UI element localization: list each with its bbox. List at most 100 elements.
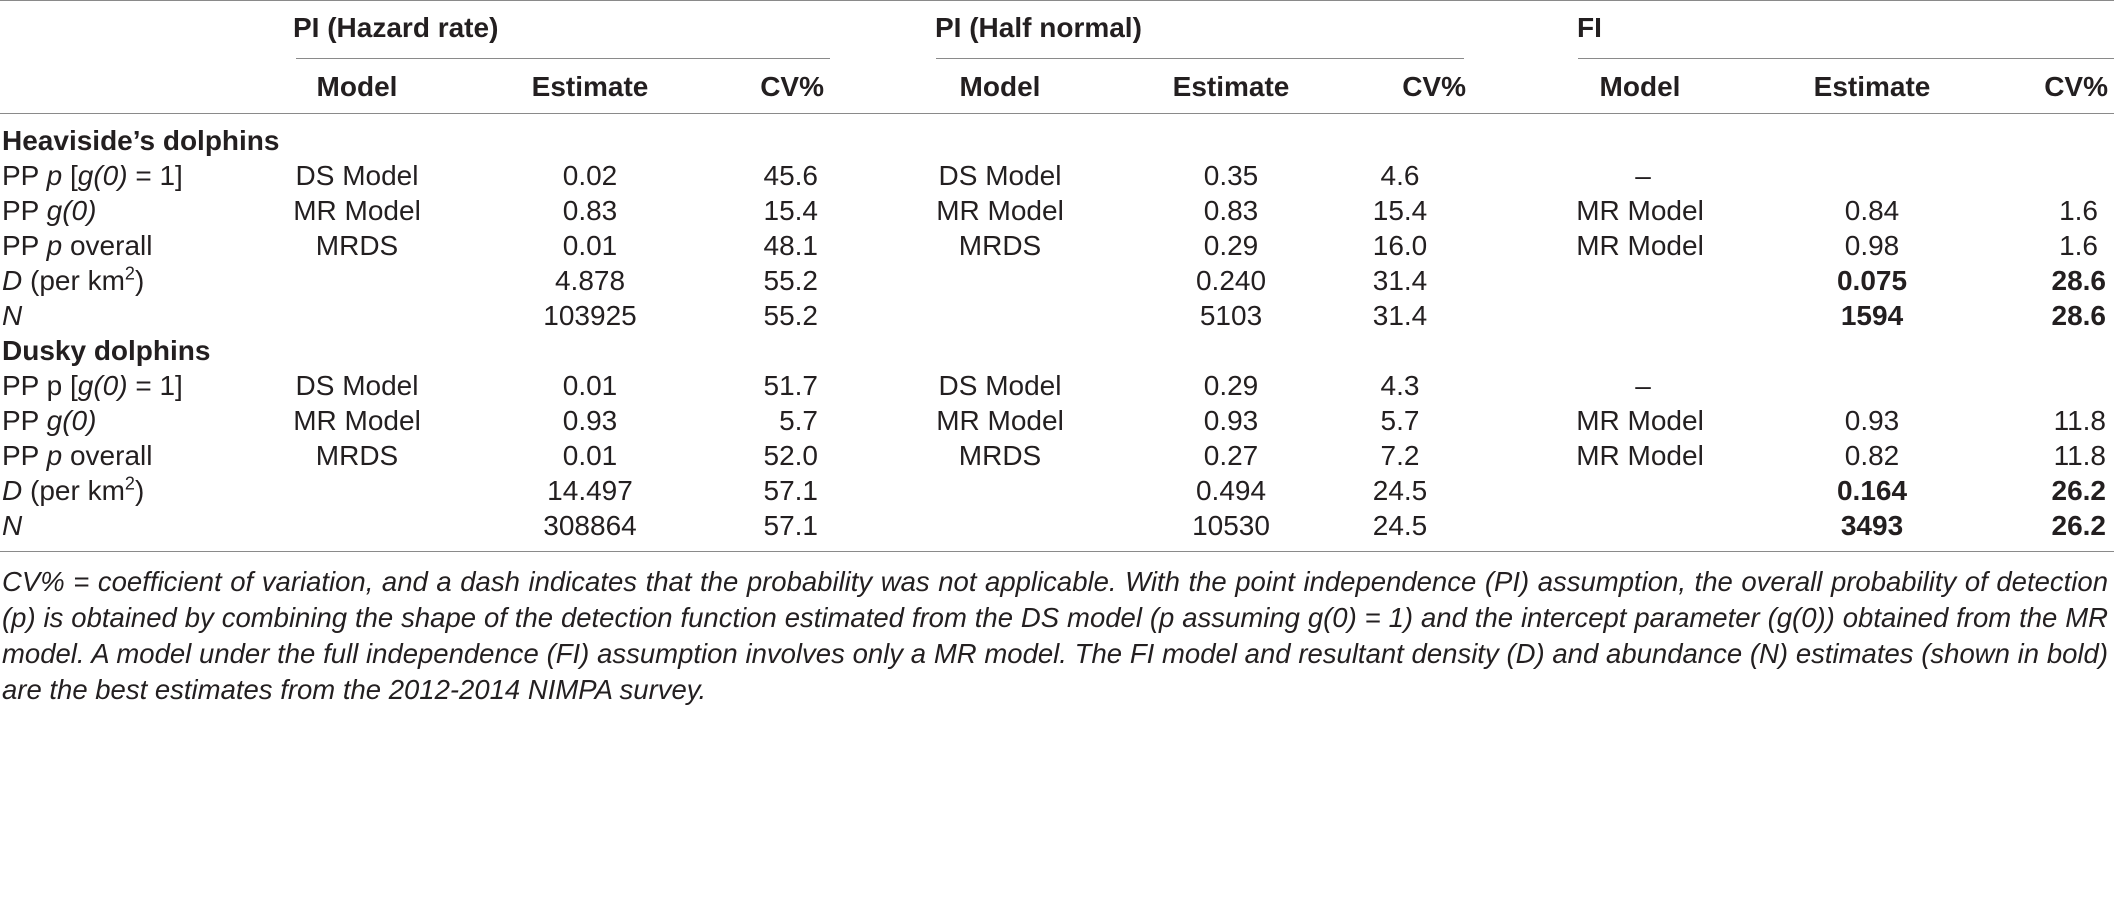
group-header-pi-hazard: PI (Hazard rate) [293, 12, 499, 43]
cell-cv: 57.1 [763, 475, 819, 506]
cell-cv: 52.0 [763, 440, 819, 471]
cell-estimate-best: 0.164 [1836, 475, 1908, 506]
cell-estimate-best: 1594 [1840, 300, 1904, 331]
group-underline-pi-half [936, 58, 1464, 59]
cell-cv-best: 28.6 [2051, 300, 2107, 331]
cell-estimate: 0.84 [1844, 195, 1900, 226]
cell-cv: 48.1 [763, 230, 819, 261]
row-label: PP g(0) [2, 405, 97, 436]
cell-cv: 51.7 [763, 370, 819, 401]
cell-cv: 55.2 [763, 300, 819, 331]
cell-model: MR Model [1576, 230, 1704, 261]
cell-cv: 4.6 [1380, 160, 1420, 191]
cell-model: MR Model [293, 405, 421, 436]
group-header-pi-half: PI (Half normal) [935, 12, 1142, 43]
cell-estimate: 0.01 [562, 230, 618, 261]
cell-estimate: 0.83 [562, 195, 618, 226]
cell-cv: 1.6 [2059, 195, 2098, 226]
cell-estimate: 0.01 [562, 440, 618, 471]
cell-cv: 15.4 [1372, 195, 1428, 226]
cell-estimate-best: 3493 [1840, 510, 1904, 541]
cell-model: MR Model [936, 405, 1064, 436]
col-header-estimate-3: Estimate [1813, 71, 1931, 102]
row-label: D (per km2) [2, 473, 145, 506]
cell-cv: 15.4 [763, 195, 819, 226]
row-label: PP g(0) [2, 195, 97, 226]
row-label: PP p overall [2, 230, 153, 261]
col-header-model-3: Model [1599, 71, 1681, 102]
row-label: D (per km2) [2, 263, 145, 296]
table-footnote: CV% = coefficient of variation, and a da… [2, 566, 2108, 705]
cell-estimate: 0.93 [562, 405, 618, 436]
cell-model: MRDS [958, 230, 1042, 261]
cell-cv: 24.5 [1372, 475, 1428, 506]
cell-model: MR Model [1576, 195, 1704, 226]
row-label: PP p [g(0) = 1] [2, 160, 183, 191]
cell-cv: 5.7 [779, 405, 818, 436]
cell-estimate: 0.98 [1844, 230, 1900, 261]
cell-estimate: 0.494 [1195, 475, 1267, 506]
col-header-estimate-1: Estimate [531, 71, 649, 102]
cell-cv: 24.5 [1372, 510, 1428, 541]
cell-model: MRDS [315, 230, 399, 261]
top-rule [0, 0, 2114, 1]
cell-estimate: 0.02 [562, 160, 618, 191]
cell-estimate: 0.240 [1195, 265, 1267, 296]
cell-cv: 1.6 [2059, 230, 2098, 261]
cell-cv: 31.4 [1372, 265, 1428, 296]
col-header-estimate-2: Estimate [1172, 71, 1290, 102]
col-header-cv-1: CV% [760, 71, 824, 102]
cell-estimate: 14.497 [547, 475, 633, 506]
cell-cv-best: 28.6 [2051, 265, 2107, 296]
row-label: N [2, 510, 23, 541]
cell-cv: 5.7 [1380, 405, 1420, 436]
group-underline-fi [1578, 58, 2114, 59]
header-rule [0, 113, 2114, 114]
cell-cv-best: 26.2 [2051, 475, 2107, 506]
bottom-rule [0, 551, 2114, 552]
cell-estimate-best: 0.075 [1836, 265, 1908, 296]
cell-model: MR Model [1576, 440, 1704, 471]
section-title-dusky: Dusky dolphins [2, 335, 211, 366]
cell-cv: 4.3 [1380, 370, 1420, 401]
cell-estimate: 10530 [1192, 510, 1270, 541]
cell-cv-best: 26.2 [2051, 510, 2107, 541]
cell-model: DS Model [938, 370, 1062, 401]
cell-estimate: 0.29 [1203, 230, 1259, 261]
cell-estimate: 0.01 [562, 370, 618, 401]
col-header-model-2: Model [959, 71, 1041, 102]
cell-estimate: 0.29 [1203, 370, 1259, 401]
cell-model: MR Model [936, 195, 1064, 226]
cell-estimate: 308864 [543, 510, 637, 541]
cell-model: DS Model [295, 160, 419, 191]
group-header-fi: FI [1577, 12, 1602, 43]
cell-cv: 7.2 [1380, 440, 1420, 471]
cell-estimate: 0.93 [1844, 405, 1900, 436]
cell-model: MR Model [1576, 405, 1704, 436]
row-label: PP p [g(0) = 1] [2, 370, 183, 401]
cell-model: MR Model [293, 195, 421, 226]
cell-cv: 57.1 [763, 510, 819, 541]
cell-cv: 16.0 [1372, 230, 1428, 261]
cell-model: – [1635, 160, 1651, 191]
cell-cv: 11.8 [2053, 405, 2106, 436]
row-label: PP p overall [2, 440, 153, 471]
cell-model: MRDS [315, 440, 399, 471]
cell-cv: 55.2 [763, 265, 819, 296]
cell-estimate: 0.27 [1203, 440, 1259, 471]
group-underline-pi-hazard [296, 58, 830, 59]
cell-model: – [1635, 370, 1651, 401]
cell-estimate: 0.83 [1203, 195, 1259, 226]
col-header-cv-2: CV% [1402, 71, 1466, 102]
cell-model: DS Model [938, 160, 1062, 191]
cell-estimate: 4.878 [554, 265, 626, 296]
cell-model: DS Model [295, 370, 419, 401]
col-header-model-1: Model [316, 71, 398, 102]
cell-estimate: 0.93 [1203, 405, 1259, 436]
cell-cv: 31.4 [1372, 300, 1428, 331]
cell-estimate: 0.82 [1844, 440, 1900, 471]
col-header-cv-3: CV% [2044, 71, 2108, 102]
cell-estimate: 0.35 [1203, 160, 1259, 191]
row-label: N [2, 300, 23, 331]
cell-model: MRDS [958, 440, 1042, 471]
